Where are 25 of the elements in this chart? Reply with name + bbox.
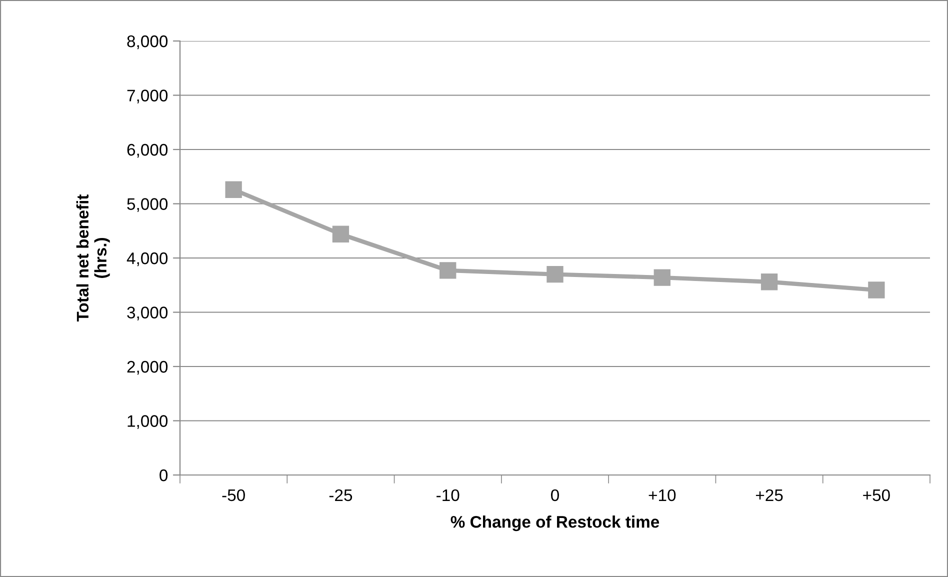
y-tick-label: 1,000: [128, 415, 168, 429]
y-tick-label: 5,000: [127, 198, 168, 212]
y-tick-label: 3,000: [127, 306, 168, 320]
y-tick-label: 8,000: [127, 35, 168, 50]
y-tick-label: 6,000: [127, 144, 168, 158]
point: [546, 266, 564, 283]
x-tick-label: -10: [436, 489, 460, 502]
y-axis-title: Total net benefit (hrs.): [76, 194, 110, 322]
x-tick-label: -25: [329, 489, 352, 502]
x-tick-label: 0: [551, 489, 559, 502]
point: [225, 181, 242, 198]
x-tick-label: +25: [756, 489, 783, 502]
x-tick-label: +50: [863, 489, 890, 502]
y-tick-label: 0: [160, 469, 168, 482]
point: [440, 262, 456, 279]
y-tick-label: 7,000: [127, 90, 168, 104]
x-tick-label: +10: [648, 489, 676, 502]
x-axis-title: % Change of Restock time: [450, 516, 660, 532]
y-tick-label: 4,000: [126, 252, 168, 266]
point: [332, 226, 350, 242]
point: [760, 274, 778, 290]
point: [654, 269, 670, 286]
y-tick-label: 2,000: [127, 360, 168, 375]
point: [868, 282, 885, 298]
x-tick-label: -50: [222, 489, 245, 502]
